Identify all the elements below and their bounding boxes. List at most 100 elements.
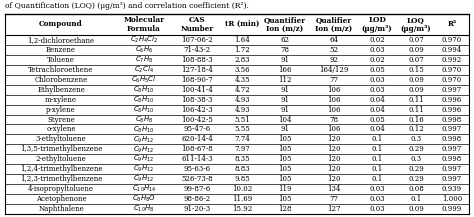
Text: 0.998: 0.998 bbox=[442, 155, 462, 163]
Text: Chlorobenzene: Chlorobenzene bbox=[35, 76, 88, 84]
Text: 95-47-6: 95-47-6 bbox=[184, 125, 211, 133]
Text: $C_8H_{10}$: $C_8H_{10}$ bbox=[133, 104, 155, 115]
Text: 0.12: 0.12 bbox=[408, 125, 424, 133]
Text: 4.93: 4.93 bbox=[234, 105, 250, 113]
Text: $C_9H_{12}$: $C_9H_{12}$ bbox=[133, 174, 155, 184]
Text: 107-06-2: 107-06-2 bbox=[182, 36, 213, 44]
Text: 120: 120 bbox=[327, 155, 340, 163]
Text: 0.07: 0.07 bbox=[408, 56, 424, 64]
Text: $C_7H_8$: $C_7H_8$ bbox=[135, 55, 153, 65]
Text: 1.64: 1.64 bbox=[234, 36, 250, 44]
Text: 91: 91 bbox=[281, 86, 290, 94]
Text: 2-ethyltoluene: 2-ethyltoluene bbox=[36, 155, 86, 163]
Text: 0.03: 0.03 bbox=[369, 86, 385, 94]
Text: 0.02: 0.02 bbox=[369, 56, 385, 64]
Text: 0.998: 0.998 bbox=[442, 135, 462, 143]
Text: 128: 128 bbox=[278, 205, 292, 213]
Text: 78: 78 bbox=[329, 115, 338, 123]
Text: Molecular
Formula: Molecular Formula bbox=[123, 16, 164, 33]
Text: 0.05: 0.05 bbox=[369, 115, 385, 123]
Text: $C_9H_{12}$: $C_9H_{12}$ bbox=[133, 134, 155, 145]
Text: 5.51: 5.51 bbox=[234, 115, 250, 123]
Text: 105: 105 bbox=[278, 135, 292, 143]
Text: 0.1: 0.1 bbox=[410, 195, 422, 203]
Text: 5.55: 5.55 bbox=[234, 125, 250, 133]
Text: 71-43-2: 71-43-2 bbox=[184, 46, 211, 54]
Text: 91: 91 bbox=[281, 105, 290, 113]
Text: 8.35: 8.35 bbox=[234, 155, 250, 163]
Text: $C_2H_4Cl_2$: $C_2H_4Cl_2$ bbox=[130, 35, 158, 45]
Text: 611-14-3: 611-14-3 bbox=[182, 155, 213, 163]
Text: $C_9H_{12}$: $C_9H_{12}$ bbox=[133, 164, 155, 174]
Text: 127: 127 bbox=[327, 205, 340, 213]
Text: 77: 77 bbox=[329, 76, 338, 84]
Text: 0.03: 0.03 bbox=[369, 205, 385, 213]
Text: 15.92: 15.92 bbox=[232, 205, 252, 213]
Text: 120: 120 bbox=[327, 165, 340, 173]
Text: 7.74: 7.74 bbox=[234, 135, 250, 143]
Text: $C_{10}H_{14}$: $C_{10}H_{14}$ bbox=[132, 184, 156, 194]
Text: 526-73-8: 526-73-8 bbox=[182, 175, 213, 183]
Text: Quantifier
Ion (m/z): Quantifier Ion (m/z) bbox=[264, 16, 306, 33]
Text: 3.56: 3.56 bbox=[234, 66, 250, 74]
Text: 108-88-3: 108-88-3 bbox=[182, 56, 213, 64]
Text: m-xylene: m-xylene bbox=[45, 96, 77, 104]
Text: 0.996: 0.996 bbox=[442, 105, 462, 113]
Text: 78: 78 bbox=[281, 46, 290, 54]
Text: $C_8H_8O$: $C_8H_8O$ bbox=[132, 194, 156, 204]
Text: 0.02: 0.02 bbox=[369, 36, 385, 44]
Text: 108-90-7: 108-90-7 bbox=[182, 76, 213, 84]
Text: 0.970: 0.970 bbox=[442, 36, 462, 44]
Text: 0.997: 0.997 bbox=[442, 86, 462, 94]
Text: $C_8H_{10}$: $C_8H_{10}$ bbox=[133, 85, 155, 95]
Text: 7.97: 7.97 bbox=[234, 145, 250, 153]
Text: 105: 105 bbox=[278, 145, 292, 153]
Text: $C_8H_{10}$: $C_8H_{10}$ bbox=[133, 94, 155, 105]
Text: Benzene: Benzene bbox=[46, 46, 76, 54]
Text: 0.997: 0.997 bbox=[442, 165, 462, 173]
Text: 620-14-4: 620-14-4 bbox=[182, 135, 213, 143]
Text: 134: 134 bbox=[327, 185, 340, 193]
Text: 0.997: 0.997 bbox=[442, 175, 462, 183]
Text: $C_8H_8$: $C_8H_8$ bbox=[135, 114, 153, 125]
Text: 0.03: 0.03 bbox=[369, 76, 385, 84]
Text: 0.08: 0.08 bbox=[408, 185, 424, 193]
Text: $C_9H_{12}$: $C_9H_{12}$ bbox=[133, 154, 155, 164]
Text: 2.83: 2.83 bbox=[234, 56, 250, 64]
Text: LOQ
(μg/m³): LOQ (μg/m³) bbox=[401, 16, 431, 33]
Text: 0.09: 0.09 bbox=[408, 205, 424, 213]
Text: 105: 105 bbox=[278, 175, 292, 183]
Text: 0.29: 0.29 bbox=[408, 175, 424, 183]
Text: 0.1: 0.1 bbox=[372, 155, 383, 163]
Text: 106-42-3: 106-42-3 bbox=[182, 105, 213, 113]
Text: CAS
Number: CAS Number bbox=[181, 16, 214, 33]
Text: 120: 120 bbox=[327, 135, 340, 143]
Text: 3-ethyltoluene: 3-ethyltoluene bbox=[36, 135, 86, 143]
Text: 0.29: 0.29 bbox=[408, 165, 424, 173]
Text: of Quantification (LOQ) (μg/m³) and correlation coefficient (R²).: of Quantification (LOQ) (μg/m³) and corr… bbox=[5, 2, 249, 10]
Text: 0.998: 0.998 bbox=[442, 115, 462, 123]
Text: 91: 91 bbox=[281, 56, 290, 64]
Text: 106: 106 bbox=[327, 86, 340, 94]
Text: 112: 112 bbox=[278, 76, 292, 84]
Text: 0.09: 0.09 bbox=[408, 76, 424, 84]
Text: Styrene: Styrene bbox=[47, 115, 75, 123]
Text: 0.1: 0.1 bbox=[372, 165, 383, 173]
Text: 0.11: 0.11 bbox=[408, 105, 424, 113]
Text: 91-20-3: 91-20-3 bbox=[184, 205, 211, 213]
Text: 92: 92 bbox=[329, 56, 338, 64]
Text: 64: 64 bbox=[329, 36, 338, 44]
Text: 0.970: 0.970 bbox=[442, 76, 462, 84]
Text: 100-41-4: 100-41-4 bbox=[182, 86, 213, 94]
Text: 0.999: 0.999 bbox=[442, 205, 462, 213]
Text: 0.3: 0.3 bbox=[410, 135, 421, 143]
Text: 0.09: 0.09 bbox=[408, 46, 424, 54]
Text: 0.07: 0.07 bbox=[408, 36, 424, 44]
Text: 1,2-dichloroethane: 1,2-dichloroethane bbox=[27, 36, 95, 44]
Text: 9.85: 9.85 bbox=[234, 175, 250, 183]
Text: Ethylbenzene: Ethylbenzene bbox=[37, 86, 85, 94]
Text: $C_{10}H_8$: $C_{10}H_8$ bbox=[133, 204, 155, 214]
Text: $C_8H_{10}$: $C_8H_{10}$ bbox=[133, 124, 155, 135]
Text: 104: 104 bbox=[278, 115, 292, 123]
Text: 4.72: 4.72 bbox=[234, 86, 250, 94]
